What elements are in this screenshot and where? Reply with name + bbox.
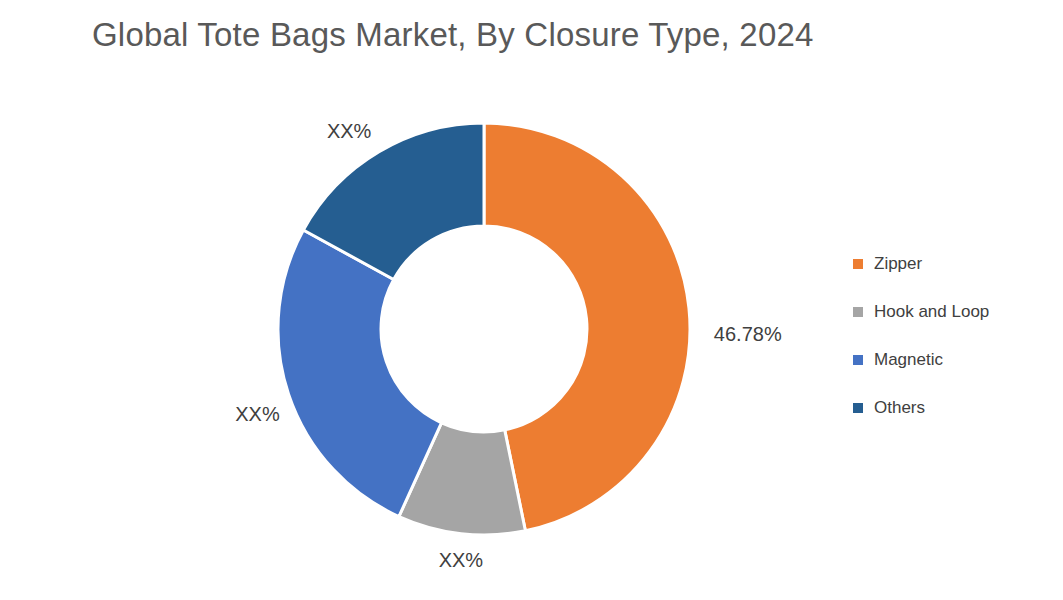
legend: Zipper Hook and Loop Magnetic Others xyxy=(853,253,989,445)
donut-slice-zipper xyxy=(484,123,690,531)
slice-label-others: XX% xyxy=(327,119,371,142)
slice-label-magnetic: XX% xyxy=(235,402,279,425)
legend-label-others: Others xyxy=(874,398,925,418)
slice-label-hook-and-loop: XX% xyxy=(439,549,483,572)
donut-slice-magnetic xyxy=(278,230,441,517)
legend-label-magnetic: Magnetic xyxy=(874,350,943,370)
legend-item-hook-and-loop: Hook and Loop xyxy=(853,301,989,323)
legend-label-hook-and-loop: Hook and Loop xyxy=(874,302,989,322)
legend-swatch-zipper xyxy=(853,259,863,269)
legend-swatch-magnetic xyxy=(853,355,863,365)
legend-item-zipper: Zipper xyxy=(853,253,989,275)
legend-swatch-others xyxy=(853,403,863,413)
legend-label-zipper: Zipper xyxy=(874,254,922,274)
legend-item-magnetic: Magnetic xyxy=(853,349,989,371)
legend-swatch-hook-and-loop xyxy=(853,307,863,317)
slice-label-zipper: 46.78% xyxy=(714,323,782,346)
legend-item-others: Others xyxy=(853,397,989,419)
